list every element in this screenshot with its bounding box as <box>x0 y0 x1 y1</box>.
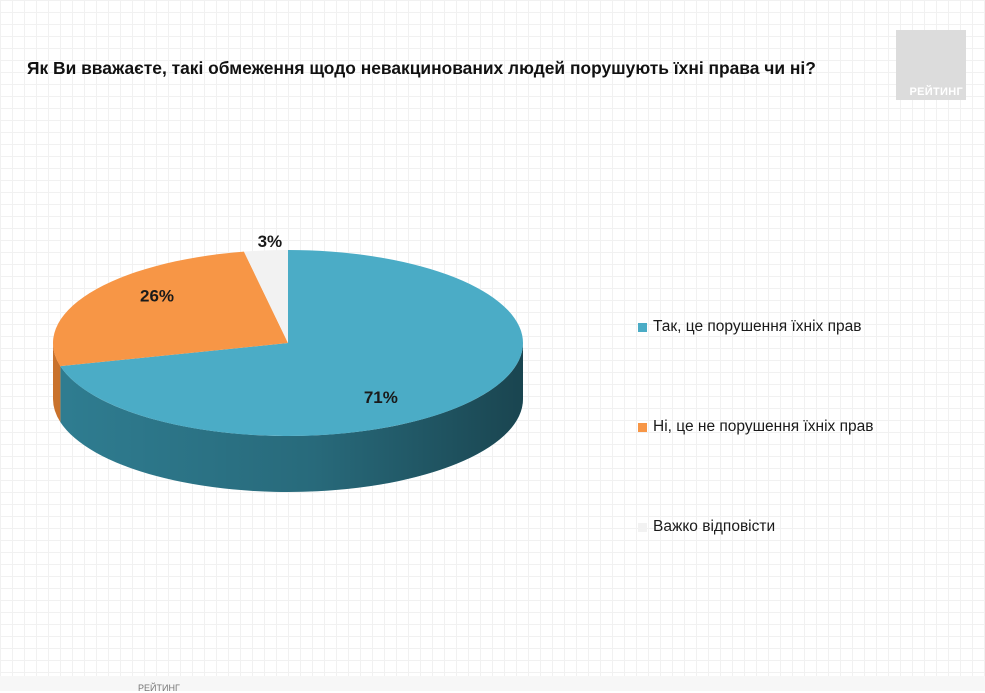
legend-item-vazhko: Важко відповісти <box>638 518 775 536</box>
footer-text: РЕЙТИНГ <box>138 683 180 693</box>
footer-band <box>0 676 985 691</box>
legend-label: Важко відповісти <box>653 518 776 535</box>
legend-item-ni: Ні, це не порушення їхніх прав <box>638 418 873 436</box>
pie-slices <box>52 250 523 437</box>
pie-slice-ni <box>52 251 288 367</box>
chart-title: Як Ви вважаєте, такі обмеження щодо нева… <box>27 58 816 78</box>
pie-side-shading <box>53 343 523 492</box>
data-label-ni: 26% <box>140 287 174 306</box>
pie-data-labels: 71% 26% 3% <box>140 232 398 407</box>
legend-swatch <box>638 322 647 332</box>
legend-label: Так, це порушення їхніх прав <box>653 318 862 335</box>
logo-text: РЕЙТИНГ <box>909 86 963 98</box>
pie-slice-tak <box>60 250 523 437</box>
legend-swatch <box>638 522 647 532</box>
data-label-vazhko: 3% <box>258 232 283 251</box>
pie-sides <box>53 343 523 492</box>
legend-label: Ні, це не порушення їхніх прав <box>653 418 874 435</box>
pie-slice-vazhko <box>243 250 288 343</box>
rating-logo: РЕЙТИНГ <box>896 30 966 100</box>
legend-item-tak: Так, це порушення їхніх прав <box>638 318 862 336</box>
data-label-tak: 71% <box>364 388 398 407</box>
legend-swatch <box>638 422 647 432</box>
